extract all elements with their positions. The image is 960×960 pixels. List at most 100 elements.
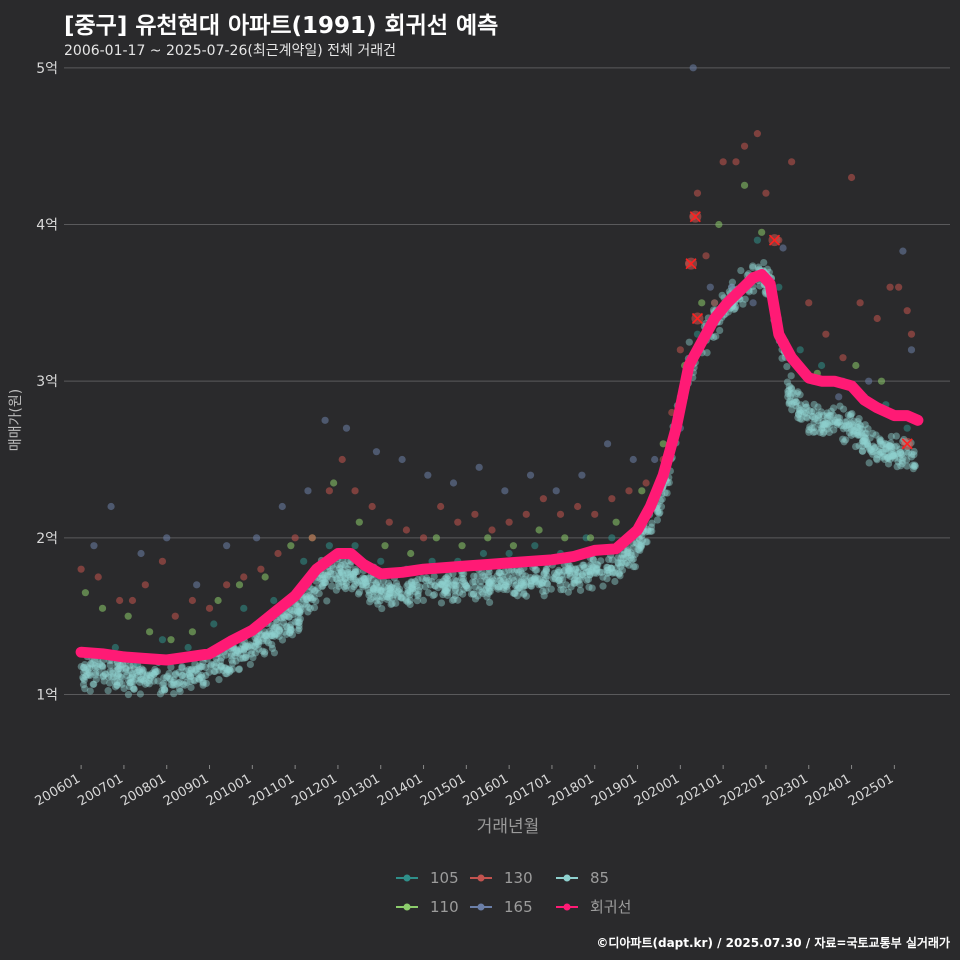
point-85 bbox=[126, 679, 134, 687]
point-85 bbox=[795, 407, 804, 415]
point-85 bbox=[442, 573, 450, 582]
point-85 bbox=[113, 681, 121, 690]
point-85 bbox=[556, 581, 564, 589]
point-130 bbox=[488, 526, 496, 534]
point-85 bbox=[111, 683, 120, 691]
point-85 bbox=[311, 587, 319, 595]
legend-label: 회귀선 bbox=[590, 898, 631, 916]
point-85 bbox=[489, 583, 497, 591]
point-85 bbox=[398, 594, 406, 602]
point-85 bbox=[537, 580, 545, 588]
point-85 bbox=[404, 598, 412, 606]
point-110 bbox=[877, 377, 886, 385]
point-85 bbox=[526, 573, 534, 582]
point-85 bbox=[855, 415, 863, 423]
point-85 bbox=[892, 442, 901, 450]
point-85 bbox=[513, 592, 522, 600]
point-85 bbox=[217, 662, 225, 670]
point-85 bbox=[783, 362, 791, 371]
point-85 bbox=[337, 561, 345, 570]
y-tick-label: 5억 bbox=[36, 61, 58, 77]
point-85 bbox=[877, 448, 885, 457]
point-85 bbox=[796, 406, 804, 414]
point-85 bbox=[113, 662, 121, 670]
point-85 bbox=[493, 572, 501, 580]
point-85 bbox=[509, 589, 517, 597]
point-85 bbox=[858, 437, 867, 445]
point-85 bbox=[193, 665, 201, 673]
point-85 bbox=[385, 590, 393, 598]
point-85 bbox=[94, 657, 102, 665]
point-85 bbox=[794, 411, 803, 419]
point-85 bbox=[665, 478, 673, 487]
point-85 bbox=[140, 677, 148, 685]
point-85 bbox=[865, 444, 873, 452]
point-85 bbox=[884, 454, 892, 462]
point-110 bbox=[509, 542, 518, 550]
point-85 bbox=[320, 579, 328, 587]
point-85 bbox=[101, 670, 110, 678]
point-85 bbox=[171, 671, 179, 679]
point-85 bbox=[881, 455, 889, 464]
point-110 bbox=[535, 526, 543, 534]
point-85 bbox=[170, 690, 178, 698]
point-85 bbox=[139, 666, 147, 674]
point-85 bbox=[302, 601, 311, 609]
point-85 bbox=[624, 548, 633, 557]
point-85 bbox=[270, 632, 279, 640]
point-85 bbox=[856, 422, 865, 430]
point-85 bbox=[181, 681, 189, 689]
point-85 bbox=[861, 430, 869, 438]
x-tick-label: 201201 bbox=[289, 771, 339, 809]
point-130 bbox=[676, 346, 684, 354]
point-85 bbox=[306, 604, 314, 613]
point-85 bbox=[410, 581, 418, 589]
point-85 bbox=[835, 414, 844, 422]
point-85 bbox=[658, 495, 666, 503]
point-85 bbox=[161, 686, 169, 694]
point-85 bbox=[618, 566, 627, 574]
point-85 bbox=[273, 623, 281, 632]
point-85 bbox=[275, 627, 283, 635]
point-130 bbox=[710, 299, 719, 307]
point-85 bbox=[653, 508, 662, 516]
point-85 bbox=[416, 583, 424, 591]
point-85 bbox=[152, 668, 160, 676]
point-85 bbox=[611, 569, 619, 577]
point-85 bbox=[310, 587, 319, 595]
point-85 bbox=[240, 645, 248, 653]
point-85 bbox=[845, 429, 854, 437]
point-85 bbox=[805, 407, 814, 415]
point-165 bbox=[304, 487, 312, 495]
point-85 bbox=[881, 439, 889, 448]
point-85 bbox=[886, 442, 894, 450]
highlight-marker-x bbox=[691, 312, 704, 325]
point-85 bbox=[82, 672, 90, 681]
point-85 bbox=[854, 431, 862, 439]
point-85 bbox=[135, 666, 143, 674]
point-85 bbox=[872, 431, 880, 439]
point-85 bbox=[790, 398, 798, 406]
point-85 bbox=[889, 452, 898, 460]
point-85 bbox=[176, 687, 184, 696]
point-85 bbox=[555, 568, 563, 576]
point-85 bbox=[388, 594, 397, 602]
point-85 bbox=[833, 419, 841, 427]
point-85 bbox=[824, 414, 832, 422]
point-85 bbox=[909, 461, 917, 469]
point-85 bbox=[113, 666, 122, 674]
point-85 bbox=[483, 593, 491, 601]
point-85 bbox=[328, 575, 336, 583]
point-85 bbox=[242, 653, 250, 661]
point-85 bbox=[223, 666, 231, 674]
point-85 bbox=[450, 580, 458, 588]
grid-lines bbox=[64, 67, 950, 695]
point-85 bbox=[323, 572, 332, 581]
point-85 bbox=[295, 607, 303, 615]
point-85 bbox=[607, 564, 615, 572]
point-85 bbox=[599, 582, 607, 590]
point-85 bbox=[366, 598, 374, 606]
point-85 bbox=[116, 661, 124, 670]
point-85 bbox=[778, 354, 786, 362]
point-85 bbox=[251, 649, 260, 657]
